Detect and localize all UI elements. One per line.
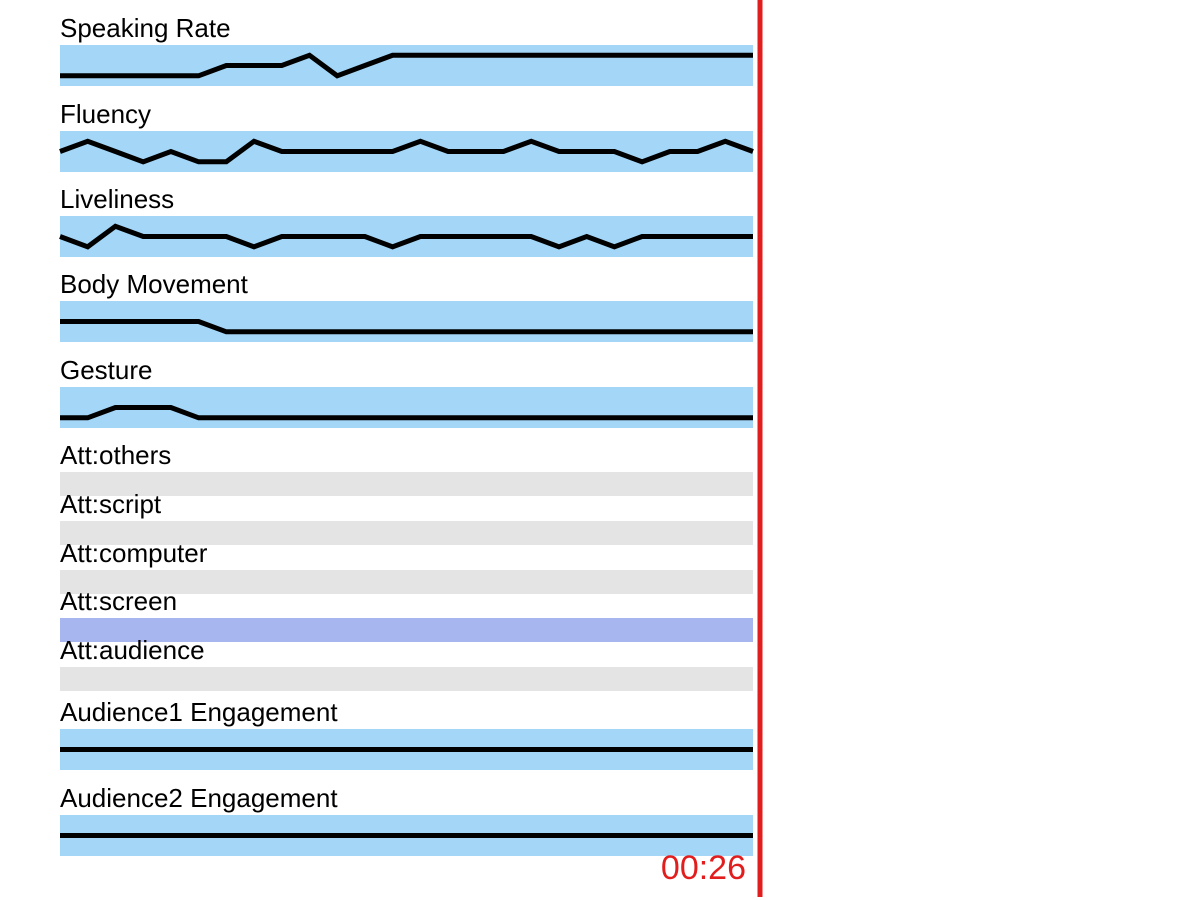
track-band-att-script (60, 521, 753, 545)
track-speaking-rate: Speaking Rate (60, 13, 753, 86)
track-band-att-others (60, 472, 753, 496)
track-band-speaking-rate (60, 45, 753, 86)
track-label-att-screen: Att:screen (60, 586, 177, 616)
series-line-fluency (59, 138, 754, 165)
track-label-liveliness: Liveliness (60, 184, 174, 214)
track-label-audience2-engagement: Audience2 Engagement (60, 783, 338, 813)
track-label-att-others: Att:others (60, 440, 171, 470)
track-fluency: Fluency (59, 99, 754, 172)
tracks-layer: Speaking Rate Fluency Liveliness Body Movem… (59, 13, 754, 856)
track-label-audience1-engagement: Audience1 Engagement (60, 697, 338, 727)
track-label-att-computer: Att:computer (60, 538, 208, 568)
series-line-body-movement (60, 319, 753, 335)
timestamp-label: 00:26 (661, 849, 746, 887)
track-band-att-computer (60, 570, 753, 594)
track-label-speaking-rate: Speaking Rate (60, 13, 231, 43)
track-label-body-movement: Body Movement (60, 269, 249, 299)
track-band-att-audience (60, 667, 753, 691)
track-band-att-screen (60, 618, 753, 642)
track-label-att-script: Att:script (60, 489, 162, 519)
track-gesture: Gesture (60, 355, 753, 428)
track-att-script: Att:script (60, 489, 753, 545)
series-line-gesture (60, 405, 753, 421)
track-liveliness: Liveliness (59, 184, 753, 257)
track-att-audience: Att:audience (60, 635, 753, 691)
track-body-movement: Body Movement (60, 269, 753, 342)
track-label-att-audience: Att:audience (60, 635, 205, 665)
track-att-screen: Att:screen (60, 586, 753, 642)
series-line-liveliness (59, 223, 753, 250)
track-audience1-engagement: Audience1 Engagement (60, 697, 753, 770)
track-label-fluency: Fluency (60, 99, 151, 129)
series-line-speaking-rate (60, 52, 753, 79)
track-label-gesture: Gesture (60, 355, 153, 385)
track-att-others: Att:others (60, 440, 753, 496)
track-att-computer: Att:computer (60, 538, 753, 594)
track-audience2-engagement: Audience2 Engagement (60, 783, 753, 856)
